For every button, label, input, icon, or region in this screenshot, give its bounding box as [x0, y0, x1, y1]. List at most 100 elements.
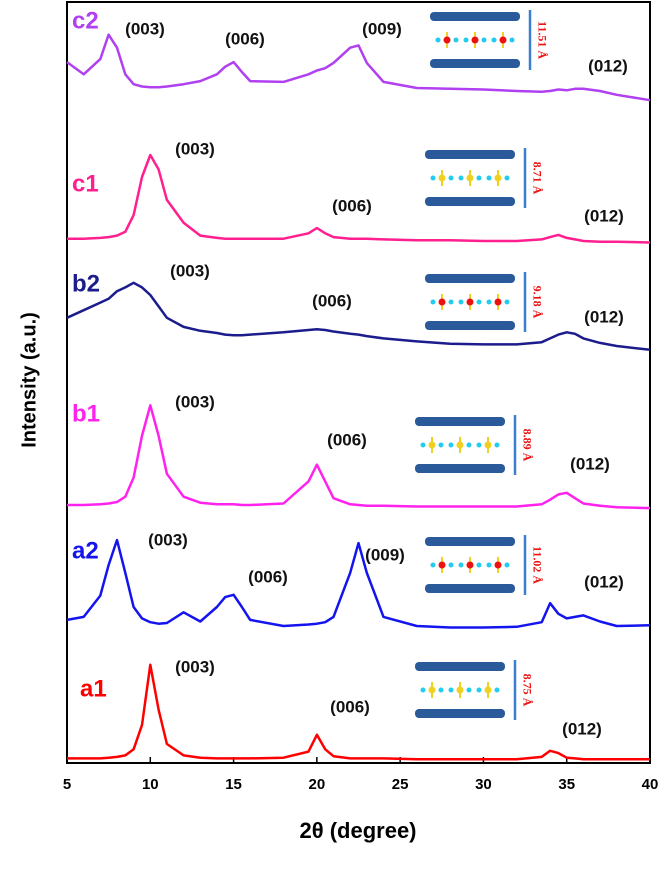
anion-atom	[504, 175, 510, 181]
anion-atom	[458, 175, 464, 181]
anion-atom	[428, 686, 436, 694]
anion-atom	[476, 442, 482, 448]
anion-atom	[494, 687, 500, 693]
d-spacing: 9.18 Å	[530, 286, 544, 319]
peak-label: (012)	[584, 307, 624, 326]
series-label: c1	[72, 170, 99, 197]
peak-label: (003)	[148, 530, 188, 549]
anion-atom	[494, 298, 502, 306]
peak-label: (006)	[312, 291, 352, 310]
anion-atom	[453, 37, 459, 43]
anion-atom	[486, 562, 492, 568]
series-label: c2	[72, 7, 99, 34]
anion-atom	[466, 298, 474, 306]
peak-label: (012)	[584, 572, 624, 591]
anion-atom	[456, 686, 464, 694]
x-tick-label: 10	[142, 776, 159, 793]
xrd-line	[66, 281, 651, 352]
anion-atom	[435, 37, 441, 43]
anion-atom	[494, 442, 500, 448]
peak-label: (009)	[365, 545, 405, 564]
anion-atom	[486, 175, 492, 181]
anion-atom	[471, 36, 479, 44]
peak-label: (006)	[330, 697, 370, 716]
anion-atom	[476, 175, 482, 181]
anion-atom	[428, 441, 436, 449]
anion-atom	[438, 442, 444, 448]
layer-inset	[415, 415, 517, 475]
anion-atom	[458, 562, 464, 568]
anion-atom	[456, 441, 464, 449]
anion-atom	[466, 442, 472, 448]
peak-label: (012)	[562, 719, 602, 738]
layer-sheet	[415, 709, 505, 718]
anion-atom	[448, 175, 454, 181]
anion-atom	[463, 37, 469, 43]
anion-atom	[476, 687, 482, 693]
layer-sheet	[430, 59, 520, 68]
x-tick-label: 25	[392, 776, 409, 793]
peak-label: (003)	[175, 657, 215, 676]
layer-sheet	[415, 662, 505, 671]
anion-atom	[430, 299, 436, 305]
layer-inset	[425, 148, 527, 208]
peak-label: (006)	[225, 29, 265, 48]
xrd-line	[67, 663, 650, 761]
peak-label: (009)	[362, 19, 402, 38]
series-label: a1	[80, 675, 107, 702]
anion-atom	[504, 299, 510, 305]
anion-atom	[438, 298, 446, 306]
peak-label: (012)	[570, 454, 610, 473]
x-tick-label: 40	[642, 776, 659, 793]
anion-atom	[509, 37, 515, 43]
layer-sheet	[425, 321, 515, 330]
peak-label: (003)	[170, 261, 210, 280]
peak-label: (003)	[175, 392, 215, 411]
anion-atom	[486, 299, 492, 305]
x-tick-label: 20	[309, 776, 326, 793]
y-axis-label: Intensity (a.u.)	[18, 312, 40, 448]
layer-sheet	[425, 537, 515, 546]
anion-atom	[484, 686, 492, 694]
anion-atom	[466, 687, 472, 693]
layer-sheet	[425, 150, 515, 159]
layer-inset	[425, 535, 527, 595]
x-tick-label: 35	[558, 776, 575, 793]
anion-atom	[494, 174, 502, 182]
anion-atom	[420, 442, 426, 448]
d-spacing: 11.51 Å	[535, 21, 549, 59]
layer-inset	[425, 272, 527, 332]
anion-atom	[438, 174, 446, 182]
anion-atom	[476, 562, 482, 568]
anion-atom	[484, 441, 492, 449]
d-spacing: 8.75 Å	[520, 674, 534, 707]
layer-inset	[430, 10, 532, 70]
layer-sheet	[415, 464, 505, 473]
series-label: b2	[72, 270, 100, 297]
d-spacing: 8.71 Å	[530, 162, 544, 195]
x-tick-label: 5	[63, 776, 71, 793]
layer-sheet	[425, 274, 515, 283]
peak-label: (012)	[588, 56, 628, 75]
series-label: a2	[72, 537, 99, 564]
layer-sheet	[430, 12, 520, 21]
anion-atom	[476, 299, 482, 305]
layer-sheet	[415, 417, 505, 426]
peak-label: (003)	[175, 139, 215, 158]
x-axis-label: 2θ (degree)	[299, 818, 416, 843]
xrd-line	[67, 153, 651, 244]
x-tick-label: 30	[475, 776, 492, 793]
series-label: b1	[72, 400, 100, 427]
anion-atom	[491, 37, 497, 43]
anion-atom	[430, 175, 436, 181]
anion-atom	[466, 561, 474, 569]
peak-label: (003)	[125, 19, 165, 38]
anion-atom	[494, 561, 502, 569]
peak-label: (006)	[248, 567, 288, 586]
d-spacing: 11.02 Å	[530, 546, 544, 584]
layer-sheet	[425, 584, 515, 593]
peak-label: (006)	[332, 196, 372, 215]
anion-atom	[448, 442, 454, 448]
xrd-line	[66, 538, 651, 629]
